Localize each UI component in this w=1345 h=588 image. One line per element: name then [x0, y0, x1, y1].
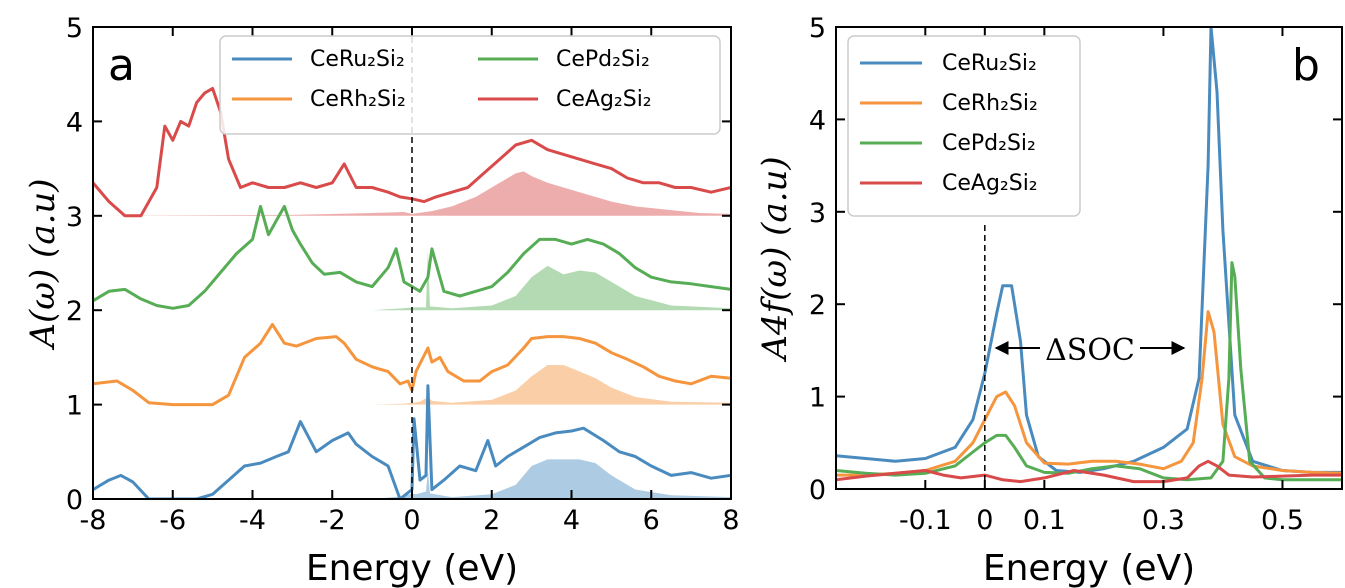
- legend-a: CeRu₂Si₂ CeRh₂Si₂ CePd₂Si₂ CeAg₂Si₂: [219, 35, 721, 135]
- y-tick-label: 1: [66, 391, 83, 422]
- legend-label: CeRu₂Si₂: [942, 51, 1037, 76]
- y-tick-label: 2: [66, 296, 83, 327]
- legend-label: CePd₂Si₂: [942, 131, 1036, 156]
- y-axis-title-b: A4f(ω) (a.u): [755, 156, 795, 362]
- y-tick-label: 3: [809, 198, 826, 229]
- series-line-1: [836, 310, 1342, 477]
- legend-label: CeRh₂Si₂: [310, 87, 406, 112]
- x-tick-label: 0: [403, 505, 420, 536]
- panel-a: -8 -6 -4 -2 0 2 4 6 8 0 1 2 3 4 5 Energy (eV) A(ω) (a.u)…: [23, 13, 740, 588]
- x-tick-label: 8: [722, 505, 739, 536]
- legend-box-b: [847, 35, 1081, 217]
- series-line-2: [836, 261, 1342, 482]
- f-area-1: [93, 364, 731, 405]
- x-axis-title-a: Energy (eV): [306, 548, 518, 588]
- f-area-3: [93, 171, 731, 216]
- x-tick-label: 2: [483, 505, 500, 536]
- panel-letter-a: a: [108, 40, 135, 91]
- y-tick-label: 4: [66, 107, 83, 138]
- legend-label: CeRh₂Si₂: [942, 91, 1038, 116]
- x-tick-label: 0.5: [1261, 505, 1304, 536]
- delta-soc-label: ΔSOC: [1045, 333, 1135, 368]
- series-line-3: [93, 86, 731, 218]
- f-area-0: [93, 459, 731, 499]
- y-tick-label: 4: [809, 105, 826, 136]
- panel-letter-b: b: [1292, 40, 1320, 91]
- series-line-2: [93, 204, 731, 310]
- panel-b: -0.1 0 0.1 0.3 0.5 0 1 2 3 4 5 Energy (eV) A4f(ω) (a…: [755, 13, 1343, 588]
- x-tick-label: -0.1: [899, 505, 952, 536]
- y-tick-label: 1: [809, 383, 826, 414]
- delta-soc-annotation: ΔSOC: [994, 333, 1186, 368]
- x-tick-label: -8: [80, 505, 107, 536]
- x-tick-label: 6: [643, 505, 660, 536]
- plot-area-b: [836, 27, 1342, 484]
- x-tick-label: -6: [159, 505, 186, 536]
- y-axis-title-a: A(ω) (a.u): [23, 178, 63, 350]
- plot-area-a: [93, 86, 731, 499]
- y-tick-label: 5: [809, 13, 826, 44]
- legend-label: CeRu₂Si₂: [310, 47, 405, 72]
- series-line-0: [93, 384, 731, 499]
- x-axis-title-b: Energy (eV): [983, 548, 1195, 588]
- x-tick-label: 4: [563, 505, 580, 536]
- y-tick-label: 2: [809, 290, 826, 321]
- legend-b: CeRu₂Si₂ CeRh₂Si₂ CePd₂Si₂ CeAg₂Si₂: [847, 35, 1081, 217]
- series-line-3: [836, 459, 1342, 484]
- y-tick-label: 0: [809, 475, 826, 506]
- y-tick-label: 5: [66, 13, 83, 44]
- y-tick-label: 3: [66, 202, 83, 233]
- x-tick-label: 0.1: [1023, 505, 1066, 536]
- series-line-1: [93, 322, 731, 407]
- x-tick-label: -2: [319, 505, 346, 536]
- legend-label: CePd₂Si₂: [556, 47, 650, 72]
- x-tick-label: 0: [976, 505, 993, 536]
- legend-label: CeAg₂Si₂: [942, 171, 1038, 196]
- y-tick-label: 0: [66, 485, 83, 516]
- f-area-2: [93, 248, 731, 311]
- axes-frame-b: [835, 26, 1343, 490]
- x-tick-label: -4: [239, 505, 266, 536]
- x-tick-label: 0.3: [1142, 505, 1185, 536]
- legend-label: CeAg₂Si₂: [556, 87, 652, 112]
- legend-box-a: [219, 35, 721, 135]
